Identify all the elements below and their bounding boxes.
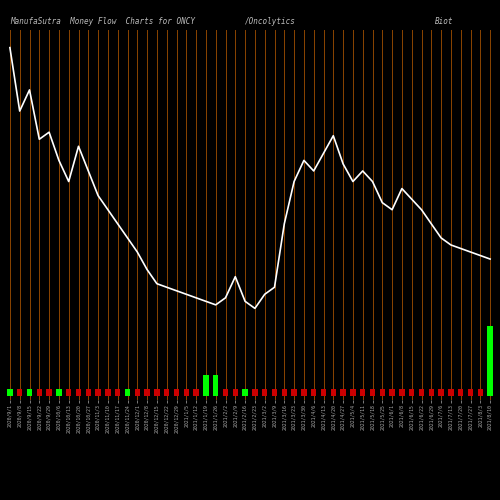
Bar (272, 390, 277, 396)
Bar (76, 390, 81, 396)
Bar (194, 390, 199, 396)
Bar (134, 390, 140, 396)
Bar (56, 390, 62, 396)
Bar (282, 390, 287, 396)
Text: ManufaSutra  Money Flow  Charts for ONCY: ManufaSutra Money Flow Charts for ONCY (10, 18, 195, 26)
Bar (419, 390, 424, 396)
Bar (125, 390, 130, 396)
Bar (174, 390, 179, 396)
Bar (340, 390, 346, 396)
Bar (409, 390, 414, 396)
Bar (478, 390, 483, 396)
Bar (36, 390, 42, 396)
Bar (213, 376, 218, 396)
Bar (223, 390, 228, 396)
Bar (46, 390, 52, 396)
Bar (232, 390, 238, 396)
Bar (330, 390, 336, 396)
Bar (321, 390, 326, 396)
Bar (301, 390, 306, 396)
Bar (350, 390, 356, 396)
Bar (370, 390, 375, 396)
Bar (252, 390, 258, 396)
Bar (17, 390, 22, 396)
Bar (360, 390, 366, 396)
Bar (27, 390, 32, 396)
Bar (380, 390, 385, 396)
Bar (184, 390, 189, 396)
Bar (7, 390, 12, 396)
Bar (488, 326, 493, 396)
Bar (458, 390, 464, 396)
Bar (262, 390, 268, 396)
Bar (66, 390, 71, 396)
Bar (164, 390, 170, 396)
Bar (311, 390, 316, 396)
Bar (468, 390, 473, 396)
Bar (448, 390, 454, 396)
Bar (390, 390, 395, 396)
Bar (242, 390, 248, 396)
Bar (115, 390, 120, 396)
Bar (105, 390, 110, 396)
Text: /Oncolytics: /Oncolytics (245, 18, 296, 26)
Bar (292, 390, 297, 396)
Bar (144, 390, 150, 396)
Text: Biot: Biot (435, 18, 454, 26)
Bar (438, 390, 444, 396)
Bar (96, 390, 101, 396)
Bar (154, 390, 160, 396)
Bar (86, 390, 91, 396)
Bar (203, 376, 208, 396)
Bar (428, 390, 434, 396)
Bar (399, 390, 404, 396)
